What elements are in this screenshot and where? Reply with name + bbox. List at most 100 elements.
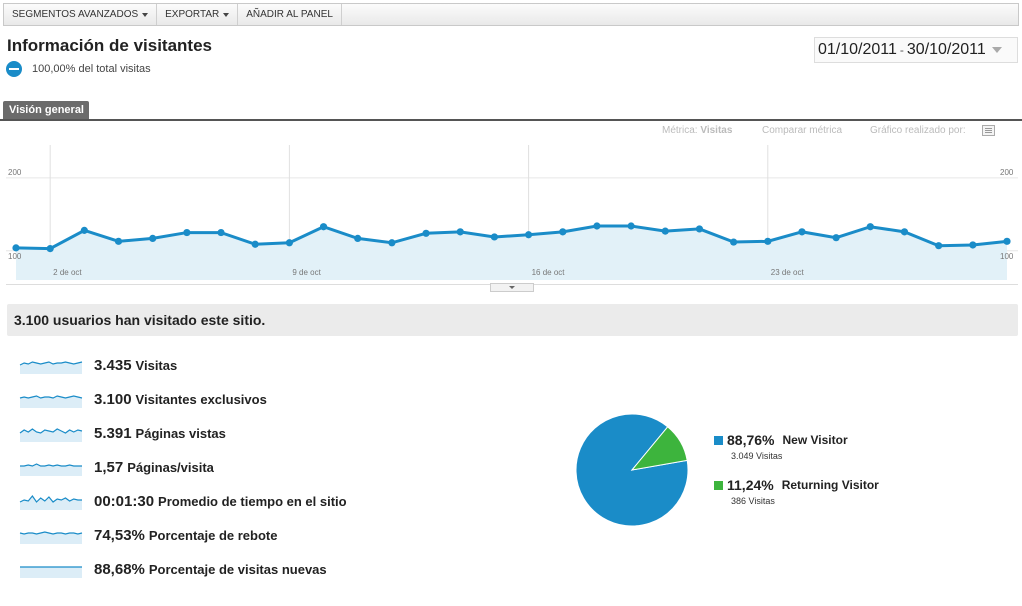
legend-percent: 88,76% <box>727 432 775 448</box>
data-point <box>900 228 909 236</box>
sparkline-line <box>19 428 83 434</box>
sparkline-line <box>19 495 82 503</box>
sparkline-area <box>20 496 82 510</box>
sparkline-line <box>19 361 83 366</box>
data-point <box>798 228 806 236</box>
data-point <box>12 244 20 252</box>
chart-by-label: Gráfico realizado por: <box>870 125 966 136</box>
data-point <box>832 234 840 242</box>
page-title: Información de visitantes <box>7 36 212 55</box>
metric-sparkline[interactable] <box>19 356 83 374</box>
metric-value: 3.435 <box>94 356 132 374</box>
metric-sparkline[interactable] <box>19 560 83 578</box>
visits-area <box>16 226 1007 280</box>
data-point <box>593 222 601 230</box>
data-point <box>114 237 123 245</box>
tab-divider <box>0 119 1022 121</box>
sparkline-line <box>19 395 83 399</box>
tab-overview[interactable]: Visión general <box>3 101 89 119</box>
metric-label[interactable]: Porcentaje de visitas nuevas <box>148 561 327 577</box>
metric-label[interactable]: Páginas/visita <box>127 459 214 475</box>
data-point <box>490 233 499 241</box>
segment-text: 100,00% del total visitas <box>32 63 151 75</box>
data-point <box>388 239 396 247</box>
data-point <box>661 227 669 235</box>
data-point <box>764 237 772 245</box>
legend-name: Returning Visitor <box>781 478 879 492</box>
x-tick-label: 16 de oct <box>532 268 566 277</box>
data-point <box>1003 237 1011 245</box>
chevron-down-icon <box>142 12 149 17</box>
metric-row: 74,53% Porcentaje de rebote <box>19 518 347 552</box>
data-point <box>354 234 362 243</box>
legend-name: New Visitor <box>782 433 848 447</box>
data-point <box>695 225 704 233</box>
metric-sparkline[interactable] <box>19 526 83 544</box>
x-tick-label: 2 de oct <box>53 268 82 277</box>
metric-value: Visitas <box>700 125 733 136</box>
metric-row: 3.435 Visitas <box>19 348 347 382</box>
summary-headline: 3.100 usuarios han visitado este sitio. <box>7 304 1018 336</box>
sparkline-area <box>20 567 82 578</box>
data-point <box>866 223 874 231</box>
sparkline-area <box>20 532 82 544</box>
sparkline-area <box>20 362 82 374</box>
data-point <box>559 228 567 236</box>
metric-value: 88,68% <box>94 560 145 578</box>
data-point <box>319 223 328 231</box>
metric-label[interactable]: Visitas <box>135 357 178 373</box>
legend-visits: 3.049 Visitas <box>731 451 783 461</box>
legend-swatch <box>714 435 723 445</box>
metric-sparkline[interactable] <box>19 458 83 476</box>
metric-sparkline[interactable] <box>19 492 83 510</box>
y-tick-label-right: 200 <box>1000 168 1014 177</box>
collapse-chart-handle[interactable] <box>490 283 534 292</box>
metric-row: 00:01:30 Promedio de tiempo en el sitio <box>19 484 347 518</box>
metric-label[interactable]: Visitantes exclusivos <box>135 391 267 407</box>
y-tick-label-left: 200 <box>8 168 22 177</box>
data-point <box>456 228 464 236</box>
metric-sparkline[interactable] <box>19 390 83 408</box>
date-separator: - <box>899 43 904 57</box>
data-point <box>46 245 54 253</box>
legend-visits: 386 Visitas <box>731 496 775 506</box>
metric-value: 1,57 <box>94 458 124 476</box>
metric-label[interactable]: Promedio de tiempo en el sitio <box>158 493 347 509</box>
data-point <box>422 229 430 237</box>
y-tick-label-right: 100 <box>1000 252 1014 261</box>
chevron-down-icon <box>991 47 1002 53</box>
chart-type-icon[interactable] <box>982 125 995 136</box>
metric-label[interactable]: Porcentaje de rebote <box>148 527 278 543</box>
legend-entry: 11,24% Returning Visitor 386 Visitas <box>714 477 879 506</box>
add-to-dashboard-label: AÑADIR AL PANEL <box>246 9 333 20</box>
x-tick-label: 9 de oct <box>292 268 321 277</box>
legend-swatch <box>714 480 723 490</box>
metric-value: 00:01:30 <box>94 492 155 510</box>
metric-label[interactable]: Páginas vistas <box>135 425 226 441</box>
metric-sparkline[interactable] <box>19 424 83 442</box>
advanced-segments-button[interactable]: SEGMENTOS AVANZADOS <box>4 4 158 25</box>
add-to-dashboard-button[interactable]: AÑADIR AL PANEL <box>238 4 342 25</box>
date-end: 30/10/2011 <box>906 41 986 58</box>
metric-row: 5.391 Páginas vistas <box>19 416 347 450</box>
chevron-down-icon <box>223 12 230 17</box>
metric-value: 74,53% <box>94 526 145 544</box>
x-tick-label: 23 de oct <box>771 268 805 277</box>
sparkline-area <box>20 396 82 408</box>
metric-selector[interactable]: Métrica: Visitas <box>662 125 732 136</box>
compare-metric-link[interactable]: Comparar métrica <box>762 125 843 136</box>
export-button[interactable]: EXPORTAR <box>157 4 239 25</box>
sparkline-line <box>20 463 82 467</box>
date-start: 01/10/2011 <box>818 41 897 58</box>
date-range-picker[interactable]: 01/10/2011 - 30/10/2011 <box>814 37 1018 63</box>
visits-series-line <box>15 224 1008 251</box>
visitor-type-pie-chart <box>575 413 689 527</box>
data-point <box>183 228 191 237</box>
metric-value: 3.100 <box>94 390 132 408</box>
y-tick-label-left: 100 <box>8 252 22 261</box>
data-point <box>627 222 635 230</box>
report-toolbar: SEGMENTOS AVANZADOS EXPORTAR AÑADIR AL P… <box>3 3 1019 26</box>
metric-row: 3.100 Visitantes exclusivos <box>19 382 347 416</box>
metric-value: 5.391 <box>94 424 132 442</box>
visits-line-chart: 200 200 100 100 2 de oct 9 de oct 16 de oct 23 … <box>6 145 1018 280</box>
